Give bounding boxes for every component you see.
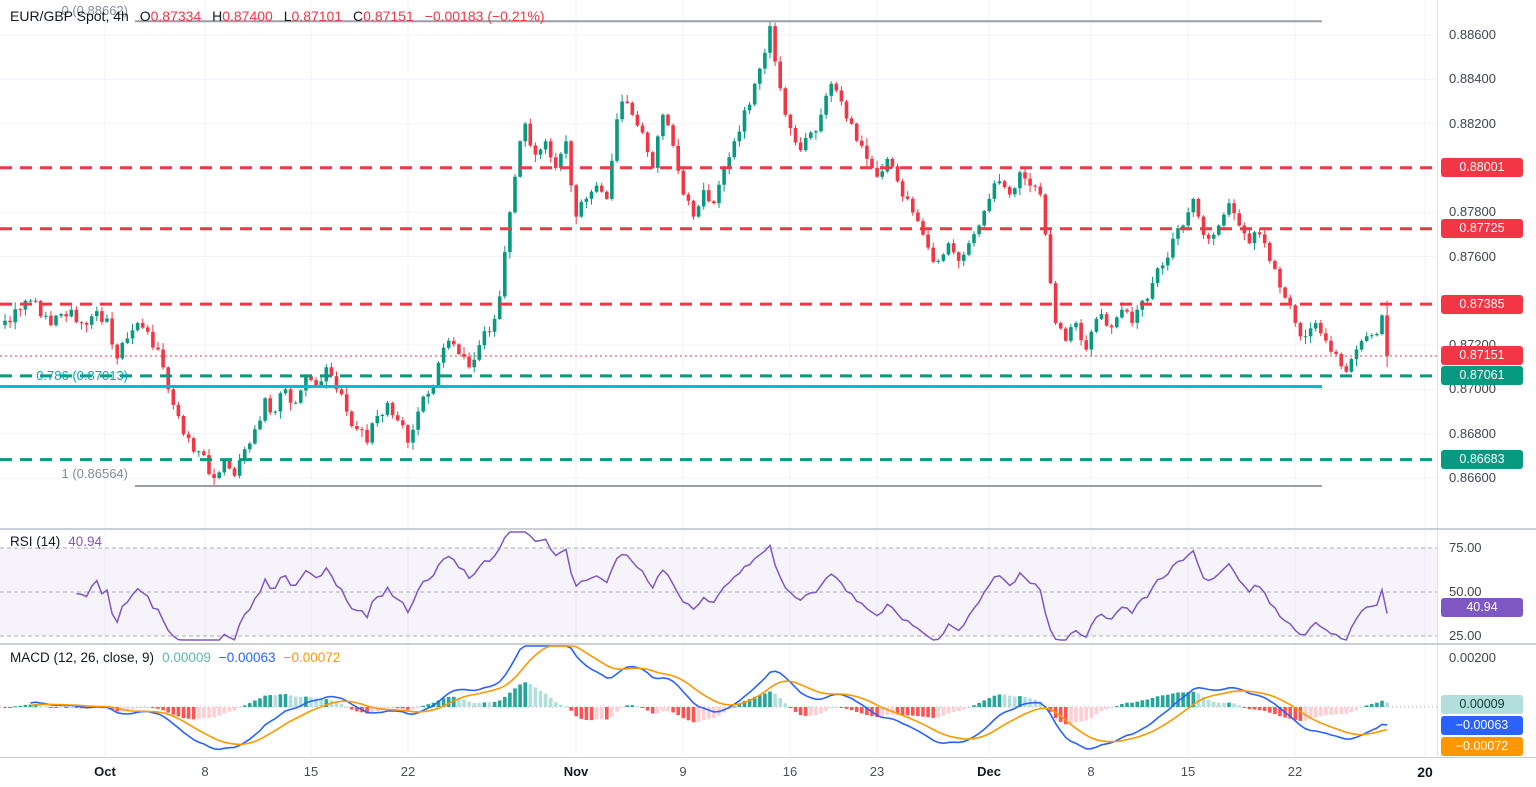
macd-signal-line <box>30 645 1388 746</box>
ohlc-open-key: O <box>139 8 151 24</box>
rsi-title[interactable]: RSI (14) <box>10 534 61 549</box>
down-candles <box>8 22 1389 486</box>
price-axis-tick: 0.86600 <box>1449 470 1496 485</box>
time-axis-label: 8 <box>1087 764 1095 779</box>
time-axis-label: Oct <box>94 764 116 779</box>
time-axis-label: Nov <box>563 764 589 779</box>
time-axis-label: 23 <box>869 764 885 779</box>
symbol-title[interactable]: EUR/GBP Spot, 4h <box>10 8 129 24</box>
price-axis-tick: 0.87800 <box>1449 204 1496 220</box>
rsi-value-badge: 40.94 <box>1441 598 1523 618</box>
time-axis-label: 20 <box>1417 764 1433 780</box>
change-value: −0.00183 (−0.21%) <box>424 8 545 24</box>
price-axis-tick: 0.87600 <box>1449 248 1496 264</box>
macd-line <box>30 645 1388 751</box>
macd-signal-value: −0.00072 <box>283 650 341 665</box>
time-axis-label: 9 <box>679 764 687 779</box>
price-axis-tick: 0.88600 <box>1449 27 1496 42</box>
macd-value-badge: −0.00072 <box>1441 737 1523 757</box>
time-axis[interactable]: Oct 8 15 22 Nov 9 16 23 Dec 8 15 22 20 <box>0 757 1536 787</box>
macd-value-badge: −0.00063 <box>1441 716 1523 736</box>
rsi-pane[interactable] <box>0 529 1437 643</box>
ohlc-low-key: L <box>283 8 292 24</box>
fib-label-0786[interactable]: 0.786 (0.87013) <box>36 368 128 383</box>
price-axis[interactable]: 0.886000.884000.882000.880000.878000.876… <box>1437 0 1536 757</box>
pane-separator[interactable] <box>0 528 1536 530</box>
rsi-axis-tick: 50.00 <box>1449 584 1482 599</box>
macd-pane[interactable] <box>0 644 1437 756</box>
macd-title[interactable]: MACD (12, 26, close, 9) <box>10 650 155 665</box>
macd-axis-tick: 0.00200 <box>1449 650 1496 665</box>
time-axis-label: 22 <box>1287 764 1303 779</box>
level-badge: 0.86683 <box>1441 450 1523 470</box>
fib-label-1[interactable]: 1 (0.86564) <box>61 466 129 481</box>
time-axis-label: 16 <box>782 764 798 779</box>
macd-value-badge: 0.00009 <box>1441 695 1523 715</box>
ohlc-close-key: C <box>353 8 364 24</box>
main-legend: EUR/GBP Spot, 4h O0.87334 H0.87400 L0.87… <box>10 8 545 24</box>
rsi-value: 40.94 <box>68 534 103 549</box>
time-axis-label: 22 <box>400 764 416 779</box>
ohlc-high-value: 0.87400 <box>222 8 273 24</box>
fib-label-0[interactable]: 0 (0.88662) <box>61 3 129 18</box>
level-badge: 0.87385 <box>1441 294 1523 314</box>
current-price-badge: 0.87151 <box>1441 346 1523 366</box>
up-candles <box>3 21 1384 480</box>
ohlc-low-value: 0.87101 <box>291 8 343 24</box>
main-price-pane[interactable] <box>0 0 1437 528</box>
ohlc-open-value: 0.87334 <box>150 8 202 24</box>
macd-line-value: −0.00063 <box>218 650 276 665</box>
price-axis-tick: 0.86800 <box>1449 425 1496 441</box>
rsi-legend: RSI (14) 40.94 <box>10 534 102 549</box>
ohlc-high-key: H <box>212 8 223 24</box>
level-badge: 0.87061 <box>1441 366 1523 386</box>
time-axis-label: 15 <box>303 764 319 779</box>
rsi-axis-tick: 25.00 <box>1449 628 1482 643</box>
rsi-axis-tick: 75.00 <box>1449 540 1482 555</box>
level-badge: 0.87725 <box>1441 219 1523 239</box>
time-axis-label: 8 <box>201 764 209 779</box>
time-axis-label: Dec <box>977 764 1001 779</box>
price-axis-tick: 0.87000 <box>1449 381 1496 397</box>
price-axis-tick: 0.88400 <box>1449 71 1496 87</box>
macd-hist-value: 0.00009 <box>162 650 211 665</box>
pane-separator[interactable] <box>0 643 1536 645</box>
price-axis-tick: 0.88200 <box>1449 115 1496 131</box>
ohlc-close-value: 0.87151 <box>363 8 414 24</box>
rsi-line <box>76 531 1388 641</box>
macd-legend: MACD (12, 26, close, 9) 0.00009 −0.00063 −0… <box>10 650 340 665</box>
time-axis-label: 15 <box>1180 764 1196 779</box>
level-badge: 0.88001 <box>1441 158 1523 178</box>
